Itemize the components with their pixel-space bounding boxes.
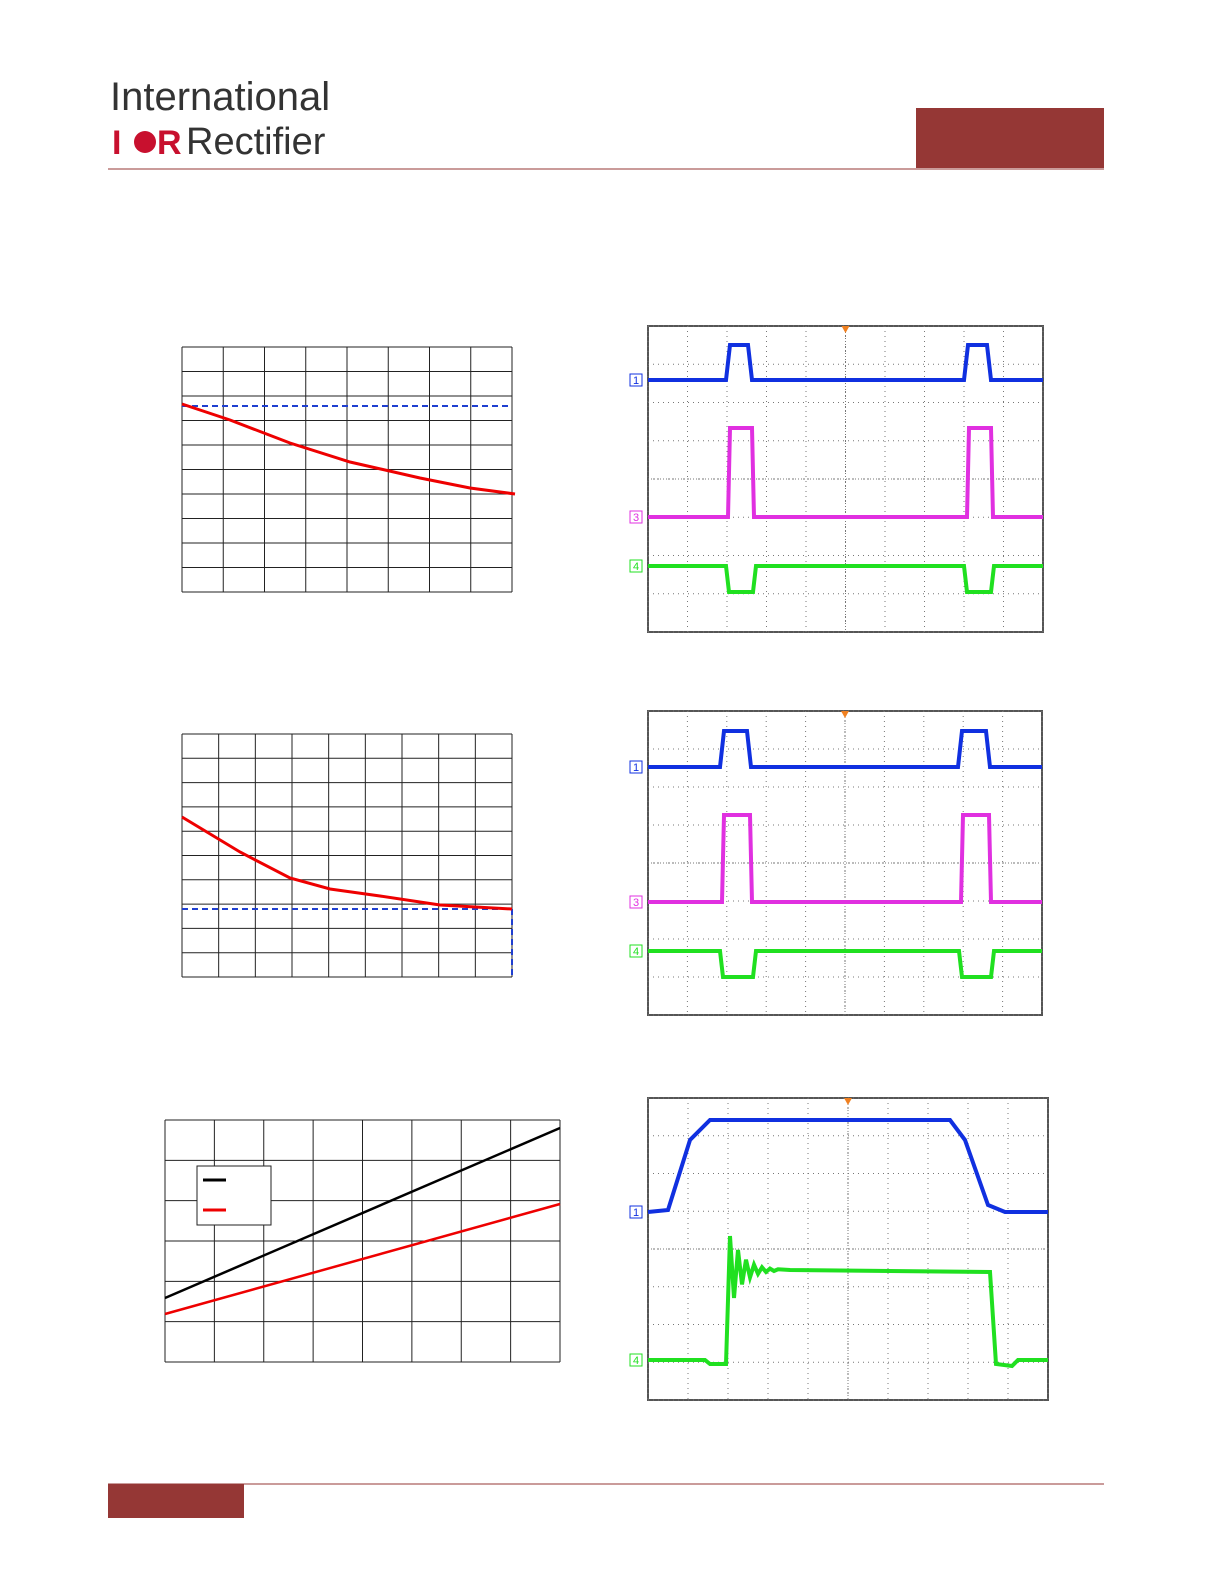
channel-marker	[629, 760, 643, 774]
grid	[647, 710, 1043, 1016]
channel-marker	[629, 510, 643, 524]
grid	[181, 346, 513, 593]
logo-mark: R	[157, 124, 182, 162]
channel-label: 4	[633, 561, 639, 573]
channel-marker	[629, 944, 643, 958]
grid	[164, 1119, 561, 1363]
trace	[648, 564, 1043, 594]
legend-box	[196, 1165, 272, 1226]
trace	[648, 426, 1043, 519]
trigger-marker	[841, 326, 850, 333]
channel-marker	[629, 1205, 643, 1219]
channel-label: 3	[633, 897, 639, 909]
channel-label: 1	[633, 375, 639, 387]
logo-mark: I	[112, 124, 121, 162]
company-line1: International	[110, 75, 330, 119]
trace	[648, 729, 1042, 769]
trigger-marker	[844, 1098, 852, 1105]
channel-marker	[629, 1353, 643, 1367]
trace	[648, 813, 1042, 904]
curve	[181, 815, 513, 911]
channel-label: 1	[633, 1207, 639, 1219]
trace	[648, 343, 1043, 382]
curve	[164, 1126, 561, 1300]
trace	[647, 1118, 1048, 1214]
logo-sun	[134, 131, 156, 153]
footer-box	[108, 1484, 244, 1518]
curve	[164, 1202, 561, 1316]
limit-line	[182, 908, 513, 977]
channel-marker	[629, 373, 643, 387]
trigger-marker	[841, 711, 849, 718]
trace	[648, 949, 1042, 979]
trace	[648, 1235, 1048, 1369]
channel-label: 1	[633, 762, 639, 774]
grid	[181, 733, 513, 978]
company-line2: Rectifier	[186, 121, 326, 163]
channel-label: 3	[633, 512, 639, 524]
header-box	[916, 108, 1104, 168]
channel-marker	[629, 895, 643, 909]
channel-marker	[629, 559, 643, 573]
channel-label: 4	[633, 946, 639, 958]
curve	[181, 402, 516, 496]
channel-label: 4	[633, 1355, 639, 1367]
